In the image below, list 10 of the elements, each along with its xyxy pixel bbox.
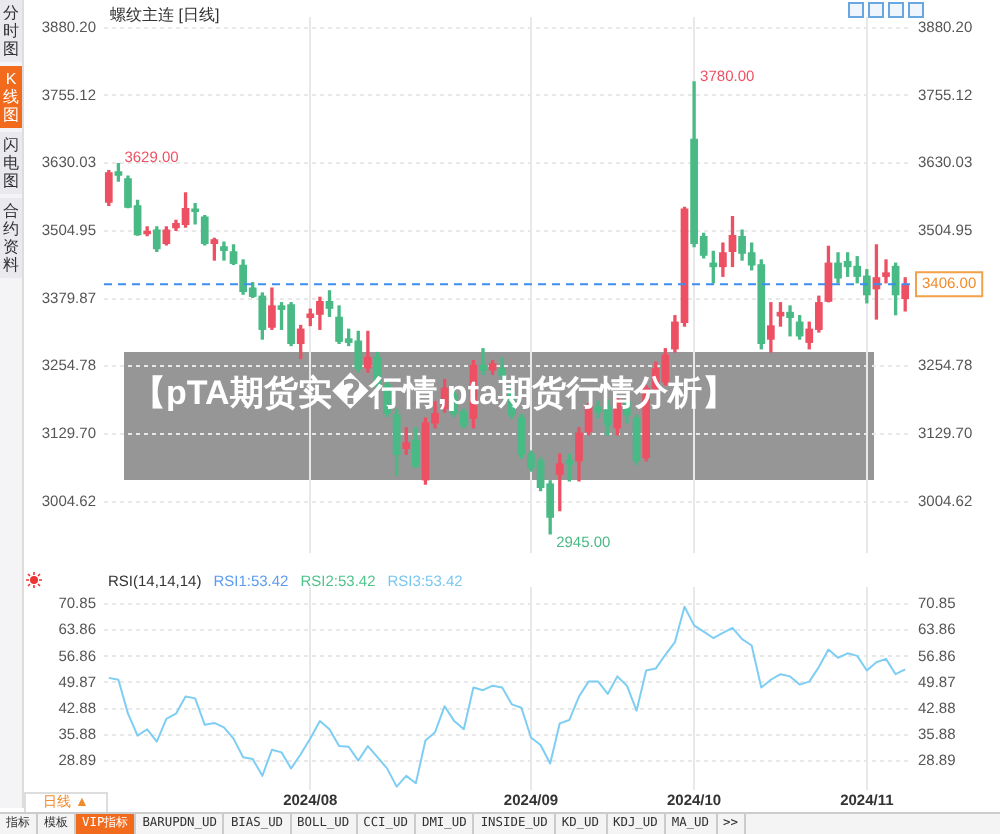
candlestick [479, 348, 487, 375]
candlestick [882, 259, 890, 284]
chart-subtitle: 螺纹主连 [日线] [110, 4, 220, 26]
candlestick [191, 203, 200, 225]
text: K线图 [0, 70, 22, 124]
text: 合约资料 [0, 202, 22, 274]
candlestick [220, 241, 228, 261]
text: 闪电图 [0, 136, 22, 190]
text: 分时图 [0, 4, 22, 58]
candlestick [786, 305, 794, 337]
